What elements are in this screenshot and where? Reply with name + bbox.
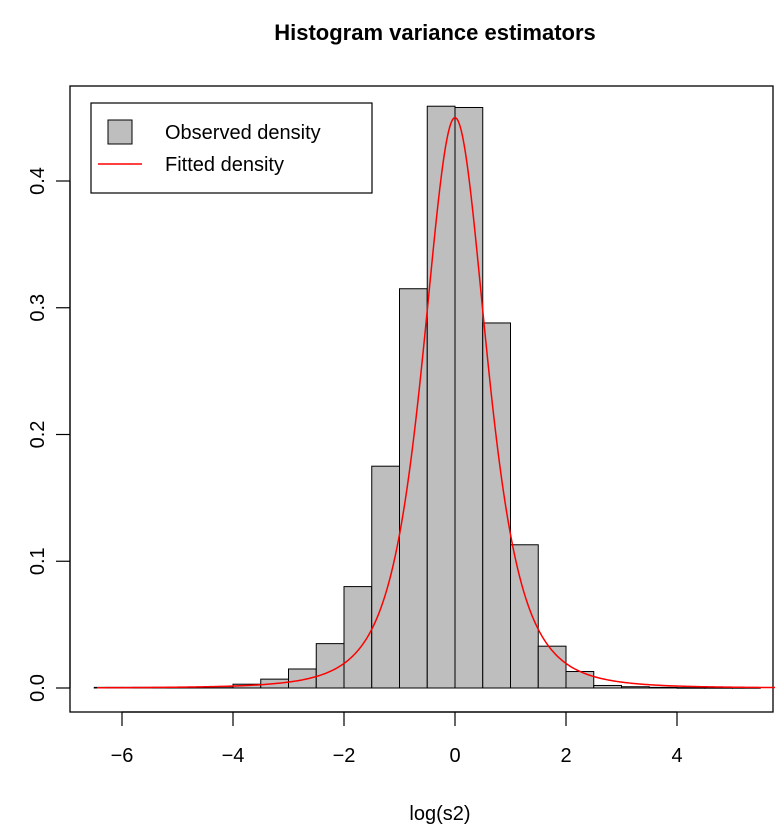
histogram-bar (538, 646, 566, 688)
x-tick-label: 2 (560, 745, 571, 767)
chart-title: Histogram variance estimators (274, 20, 596, 45)
histogram-bar (483, 323, 511, 688)
legend-swatch-observed (108, 120, 132, 144)
histogram-bar (677, 688, 705, 689)
y-tick-label: 0.4 (27, 167, 49, 195)
histogram-bar (649, 687, 677, 688)
legend-box (91, 103, 372, 193)
x-axis-label: log(s2) (409, 803, 470, 825)
y-tick-label: 0.3 (27, 294, 49, 322)
y-tick-label: 0.0 (27, 674, 49, 702)
y-axis: 0.0 0.1 0.2 0.3 0.4 (27, 167, 70, 702)
legend-label-fitted: Fitted density (165, 154, 284, 176)
x-tick-label: −2 (333, 745, 356, 767)
legend-label-observed: Observed density (165, 122, 321, 144)
histogram-bar (511, 545, 539, 688)
y-tick-label: 0.2 (27, 421, 49, 449)
x-tick-label: 4 (671, 745, 682, 767)
histogram-bar (566, 672, 594, 688)
histogram-bar (455, 107, 483, 688)
x-tick-label: −6 (111, 745, 134, 767)
histogram-bar (289, 669, 317, 688)
x-axis: −6 −4 −2 0 2 4 (111, 712, 683, 767)
histogram-bar (594, 685, 622, 688)
histogram-bar (622, 687, 650, 688)
x-tick-label: −4 (222, 745, 245, 767)
histogram-bar (427, 106, 455, 688)
y-tick-label: 0.1 (27, 547, 49, 575)
legend: Observed density Fitted density (91, 103, 372, 193)
histogram-bar (372, 466, 400, 688)
x-tick-label: 0 (449, 745, 460, 767)
